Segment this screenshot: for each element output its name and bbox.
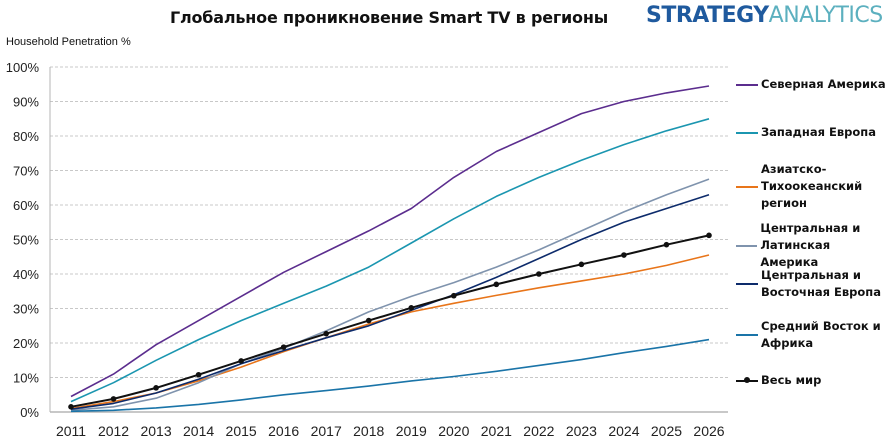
series-line-3 [70,178,710,412]
data-point [280,344,287,350]
logo-part-strategy: STRATEGY [646,3,769,28]
y-tick-label: 50% [13,233,39,248]
data-point [578,261,585,268]
y-tick-label: 80% [13,129,39,144]
x-tick-label: 2012 [98,423,129,439]
legend-swatch-icon [736,334,758,336]
y-tick-label: 70% [13,164,39,179]
legend-swatch-icon [736,131,758,134]
data-point [238,358,244,364]
data-point [365,317,372,324]
legend-item: Центральная и Восточная Европа [736,267,881,301]
legend-label: Центральная и Восточная Европа [761,268,882,299]
x-tick-label: 2011 [56,423,86,439]
x-tick-label: 2017 [311,423,342,439]
x-tick-label: 2022 [523,423,554,439]
x-tick-label: 2019 [396,423,427,439]
data-point [153,385,159,391]
legend-item: Весь мир [736,372,821,389]
legend-label: Весь мир [761,373,822,387]
x-tick-labels: 2011 2012 2013 2014 2015 2016 2017 2018 2019 2020… [56,423,725,439]
x-tick-label: 2026 [693,423,724,439]
strategy-analytics-logo: STRATEGYANALYTICS [646,3,883,28]
x-tick-label: 2014 [183,423,214,439]
data-point [663,241,670,248]
legend-swatch-icon [736,377,758,383]
y-tick-labels: 0% 10% 20% 30% 40% 50% 60% 70% 80% 90% 100% [6,60,40,420]
legend-item: Центральная и Латинская Америка [736,220,888,271]
legend-item: Азиатско- Тихоокеанский регион [736,161,862,212]
legend-swatch-icon [736,185,758,188]
data-point [195,371,202,378]
legend-swatch-icon [736,244,758,247]
y-tick-label: 100% [6,60,40,75]
legend-label: Средний Восток и Африка [761,319,881,350]
legend-swatch-icon [736,83,758,86]
legend-item: Западная Европа [736,124,876,141]
legend-label: Центральная и Латинская Америка [760,221,861,269]
y-tick-label: 20% [13,336,39,351]
series-line-4 [70,193,710,410]
x-tick-label: 2024 [608,423,639,439]
series-line-1 [70,118,710,403]
data-point [493,281,500,288]
legend-label: Северная Америка [761,77,886,91]
x-tick-label: 2021 [481,423,512,439]
gridlines [50,66,728,378]
logo-part-analytics: ANALYTICS [768,3,884,28]
legend-label: Западная Европа [761,125,876,139]
x-tick-label: 2013 [140,423,171,439]
series-lines [68,85,712,413]
y-tick-label: 40% [13,267,39,282]
series-line-5 [70,338,710,413]
x-tick-label: 2023 [566,423,597,439]
y-tick-label: 0% [20,405,39,420]
series-line-6 [70,234,710,408]
y-tick-label: 10% [13,371,39,386]
legend-item: Средний Восток и Африка [736,318,881,352]
x-tick-label: 2015 [226,423,257,439]
y-axis-label: Household Penetration % [6,36,131,48]
data-point [451,292,457,299]
data-point [68,404,74,410]
x-tick-label: 2018 [353,423,384,439]
data-point [621,252,627,258]
y-tick-label: 60% [13,198,39,213]
axes [49,67,728,413]
data-point [408,305,415,311]
data-point [110,396,117,402]
legend-label: Азиатско- Тихоокеанский регион [761,162,863,210]
series-line-0 [70,85,710,398]
y-tick-label: 30% [13,302,39,317]
x-tick-label: 2020 [438,423,469,439]
x-tick-label: 2016 [268,423,299,439]
legend-item: Северная Америка [736,76,886,93]
y-tick-label: 90% [13,95,39,110]
data-point [706,232,712,239]
data-point [323,330,330,337]
legend-swatch-icon [736,283,758,285]
data-point [536,271,542,277]
chart-title: Глобальное проникновение Smart TV в реги… [170,8,608,27]
x-tick-label: 2025 [651,423,682,439]
